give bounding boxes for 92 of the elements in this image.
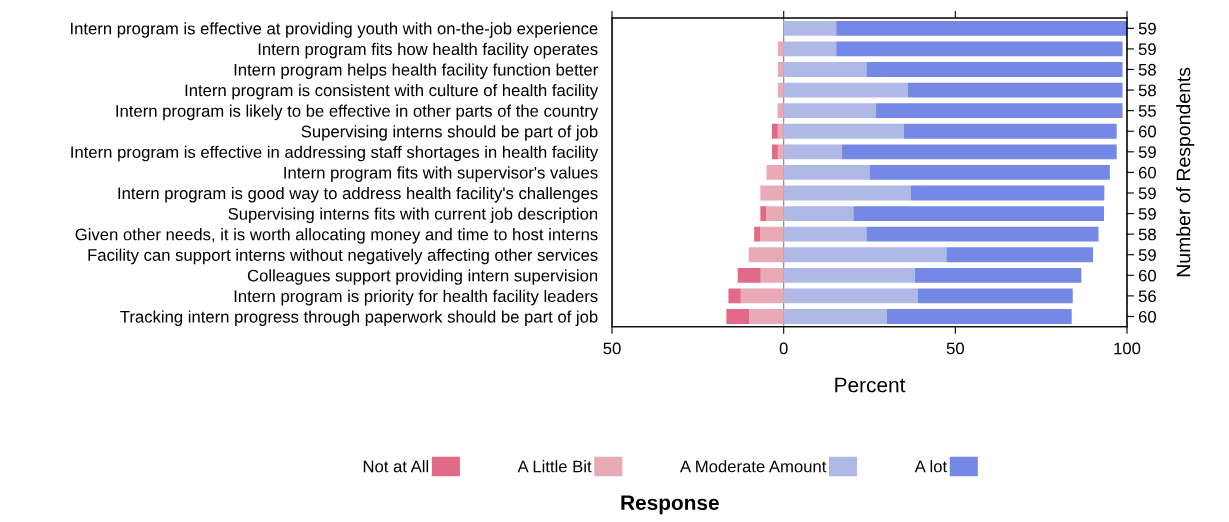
- bar: [836, 20, 1127, 36]
- y-tick-label: Intern program is good way to address health facility's challenges: [118, 186, 598, 203]
- bar: [777, 144, 784, 160]
- bar: [777, 103, 784, 119]
- y-tick-label: Tracking intern progress through paperwork should be part of job: [120, 310, 598, 326]
- bar: [836, 41, 1123, 57]
- bar: [777, 62, 784, 77]
- bar: [766, 164, 784, 180]
- bar: [903, 123, 1117, 139]
- y-tick-label: Supervising interns should be part of job: [301, 125, 598, 141]
- bar: [760, 206, 767, 221]
- y2-tick-label: 59: [1138, 249, 1156, 261]
- bar: [754, 226, 760, 242]
- bar: [760, 226, 784, 242]
- y2-tick-label: 59: [1138, 43, 1156, 56]
- y-tick-label: Intern program is effective at providing youth with on-the-job experience: [71, 22, 598, 38]
- y-tick-label: Intern program helps health facility function better: [234, 63, 598, 79]
- bar: [783, 247, 947, 263]
- y2-tick-label: 60: [1138, 166, 1156, 179]
- y2-tick-label: 59: [1138, 187, 1156, 200]
- bar: [783, 164, 870, 180]
- bar: [783, 20, 837, 36]
- bar: [907, 82, 1123, 98]
- bar: [783, 267, 915, 283]
- legend-title: Response: [621, 495, 719, 515]
- x-tick-label: 50: [946, 342, 964, 355]
- bar: [777, 41, 784, 57]
- bar: [777, 82, 784, 98]
- y2-tick-label: 59: [1138, 146, 1156, 159]
- bar: [783, 185, 911, 201]
- bar: [842, 144, 1117, 160]
- y2-tick-label: 59: [1138, 207, 1156, 220]
- y2-axis-title: Number of Respondents: [1176, 67, 1195, 277]
- bar: [853, 206, 1104, 221]
- bar: [737, 267, 761, 283]
- y-tick-label: Given other needs, it is worth allocating money and time to host interns: [75, 228, 598, 244]
- y-tick-label: Intern program is effective in addressing staff shortages in health facility: [71, 145, 599, 162]
- y2-tick-label: 60: [1138, 269, 1156, 282]
- bar: [917, 288, 1073, 304]
- bar: [783, 309, 887, 324]
- y-tick-label: Intern program fits with supervisor's values: [284, 166, 598, 182]
- y2-tick-label: 58: [1138, 63, 1156, 76]
- bar: [726, 309, 750, 324]
- bar: [783, 288, 918, 304]
- bar: [783, 144, 843, 160]
- bar: [866, 62, 1123, 77]
- bar: [740, 288, 784, 304]
- y-tick-label: Supervising interns fits with current job description: [228, 207, 598, 224]
- y-tick-label: Intern program is consistent with culture of health facility: [185, 84, 599, 100]
- bar: [772, 123, 778, 139]
- legend-label: A Moderate Amount: [680, 460, 827, 473]
- bar: [876, 103, 1123, 119]
- bar: [783, 123, 904, 139]
- bar: [783, 103, 877, 119]
- bar: [886, 309, 1072, 324]
- y-tick-label: Intern program fits how health facility operates: [258, 42, 598, 59]
- bar: [760, 185, 784, 201]
- bar: [760, 267, 784, 283]
- bar: [766, 206, 784, 221]
- x-axis-title: Percent: [835, 377, 906, 393]
- legend-label: A Little Bit: [517, 460, 592, 473]
- bar: [946, 247, 1094, 263]
- y-tick-label: Intern program is likely to be effective in other parts of the country: [116, 104, 599, 121]
- bar: [869, 164, 1110, 180]
- x-tick-label: 0: [779, 342, 788, 355]
- y2-tick-label: 59: [1138, 22, 1156, 35]
- bar: [783, 62, 867, 77]
- bar: [783, 206, 854, 221]
- bar: [783, 226, 867, 242]
- y2-tick-label: 60: [1138, 125, 1156, 138]
- bar: [866, 226, 1099, 242]
- legend-label: A lot: [914, 460, 947, 473]
- bar: [772, 144, 778, 160]
- bar: [783, 41, 837, 57]
- x-tick-label: 50: [603, 342, 621, 355]
- legend-label: Not at All: [363, 460, 429, 473]
- bar: [749, 309, 784, 324]
- bar: [728, 288, 741, 304]
- bar: [914, 267, 1082, 283]
- bar: [783, 82, 908, 98]
- y2-tick-label: 58: [1138, 228, 1156, 241]
- bar: [748, 247, 784, 263]
- bar: [777, 123, 784, 139]
- y-tick-label: Colleagues support providing intern supervision: [247, 269, 598, 285]
- y2-tick-label: 60: [1138, 310, 1156, 323]
- y2-tick-label: 56: [1138, 290, 1156, 303]
- bar: [910, 185, 1105, 201]
- y-tick-label: Intern program is priority for health facility leaders: [234, 289, 598, 306]
- y2-tick-label: 58: [1138, 84, 1156, 97]
- x-tick-label: 100: [1114, 342, 1141, 355]
- y-tick-label: Facility can support interns without negatively affecting other services: [88, 248, 598, 265]
- y2-tick-label: 55: [1138, 105, 1156, 117]
